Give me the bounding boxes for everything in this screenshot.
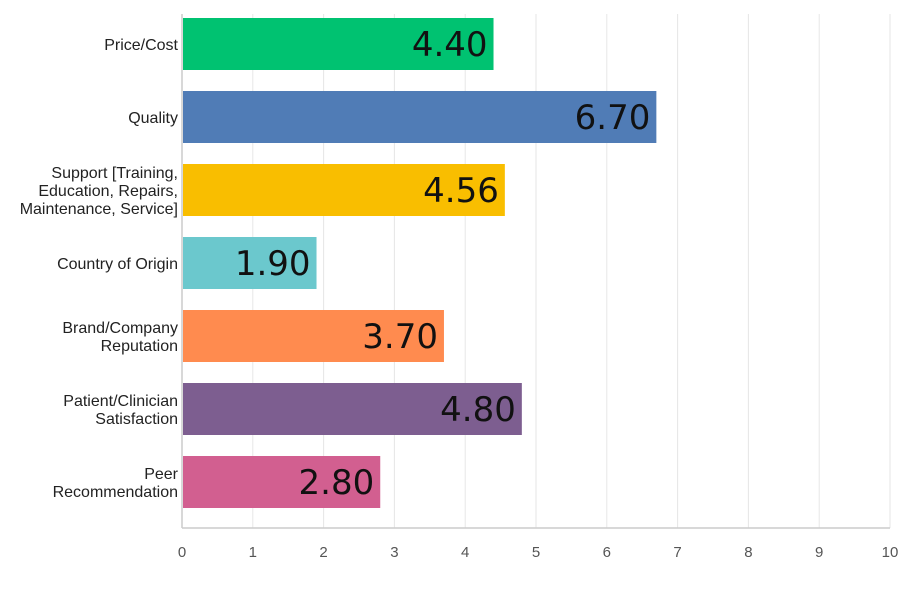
category-label: Price/Cost: [104, 37, 178, 54]
bar: [183, 91, 657, 143]
x-tick-label: 3: [390, 544, 398, 561]
category-label: Peer Recommendation: [53, 466, 179, 501]
category-label-line: Brand/Company: [62, 320, 178, 337]
bar: [183, 383, 522, 435]
category-label-line: Satisfaction: [95, 411, 178, 428]
x-tick-label: 5: [532, 544, 540, 561]
category-label-line: Reputation: [101, 338, 178, 355]
x-tick-label: 10: [882, 544, 899, 561]
value-label: 6.70: [575, 98, 651, 138]
x-tick-label: 0: [178, 544, 186, 561]
category-labels: Price/Cost Quality Support [Training, Educa…: [20, 37, 179, 501]
x-axis: 0 1 2 3 4 5 6 7 8 9 10: [178, 14, 899, 561]
bar: [183, 164, 505, 216]
category-label-line: Recommendation: [53, 484, 178, 501]
category-label: Support [Training, Education, Repairs, Mai…: [20, 165, 178, 218]
x-tick-label: 4: [461, 544, 469, 561]
x-tick-label: 1: [249, 544, 257, 561]
category-label-line: Patient/Clinician: [63, 393, 178, 410]
category-label: Patient/Clinician Satisfaction: [63, 393, 178, 428]
x-tick-label: 6: [603, 544, 611, 561]
x-tick-label: 2: [319, 544, 327, 561]
x-tick-label: 9: [815, 544, 823, 561]
bar: [183, 237, 317, 289]
category-label-line: Price/Cost: [104, 37, 178, 54]
category-label: Country of Origin: [57, 256, 178, 273]
x-tick-label: 7: [673, 544, 681, 561]
bar: [183, 456, 381, 508]
bar: [183, 18, 494, 70]
category-label-line: Education, Repairs,: [38, 183, 178, 200]
value-label: 1.90: [235, 244, 311, 284]
category-label: Quality: [128, 110, 178, 127]
x-tick-label: 8: [744, 544, 752, 561]
value-label: 4.40: [412, 25, 488, 65]
category-label: Brand/Company Reputation: [62, 320, 178, 355]
value-labels: 4.40 6.70 4.56 1.90 3.704.80 2.80: [235, 25, 651, 503]
bar: [183, 310, 444, 362]
category-label-line: Support [Training,: [51, 165, 178, 182]
category-label-line: Country of Origin: [57, 256, 178, 273]
value-label: 4.80: [440, 390, 516, 430]
category-label-line: Maintenance, Service]: [20, 201, 178, 218]
value-label: 4.56: [423, 171, 499, 211]
category-label-line: Peer: [144, 466, 178, 483]
bars: [183, 18, 657, 508]
category-label-line: Quality: [128, 110, 178, 127]
value-label: 2.80: [299, 463, 375, 503]
value-label: 3.70: [362, 317, 438, 357]
